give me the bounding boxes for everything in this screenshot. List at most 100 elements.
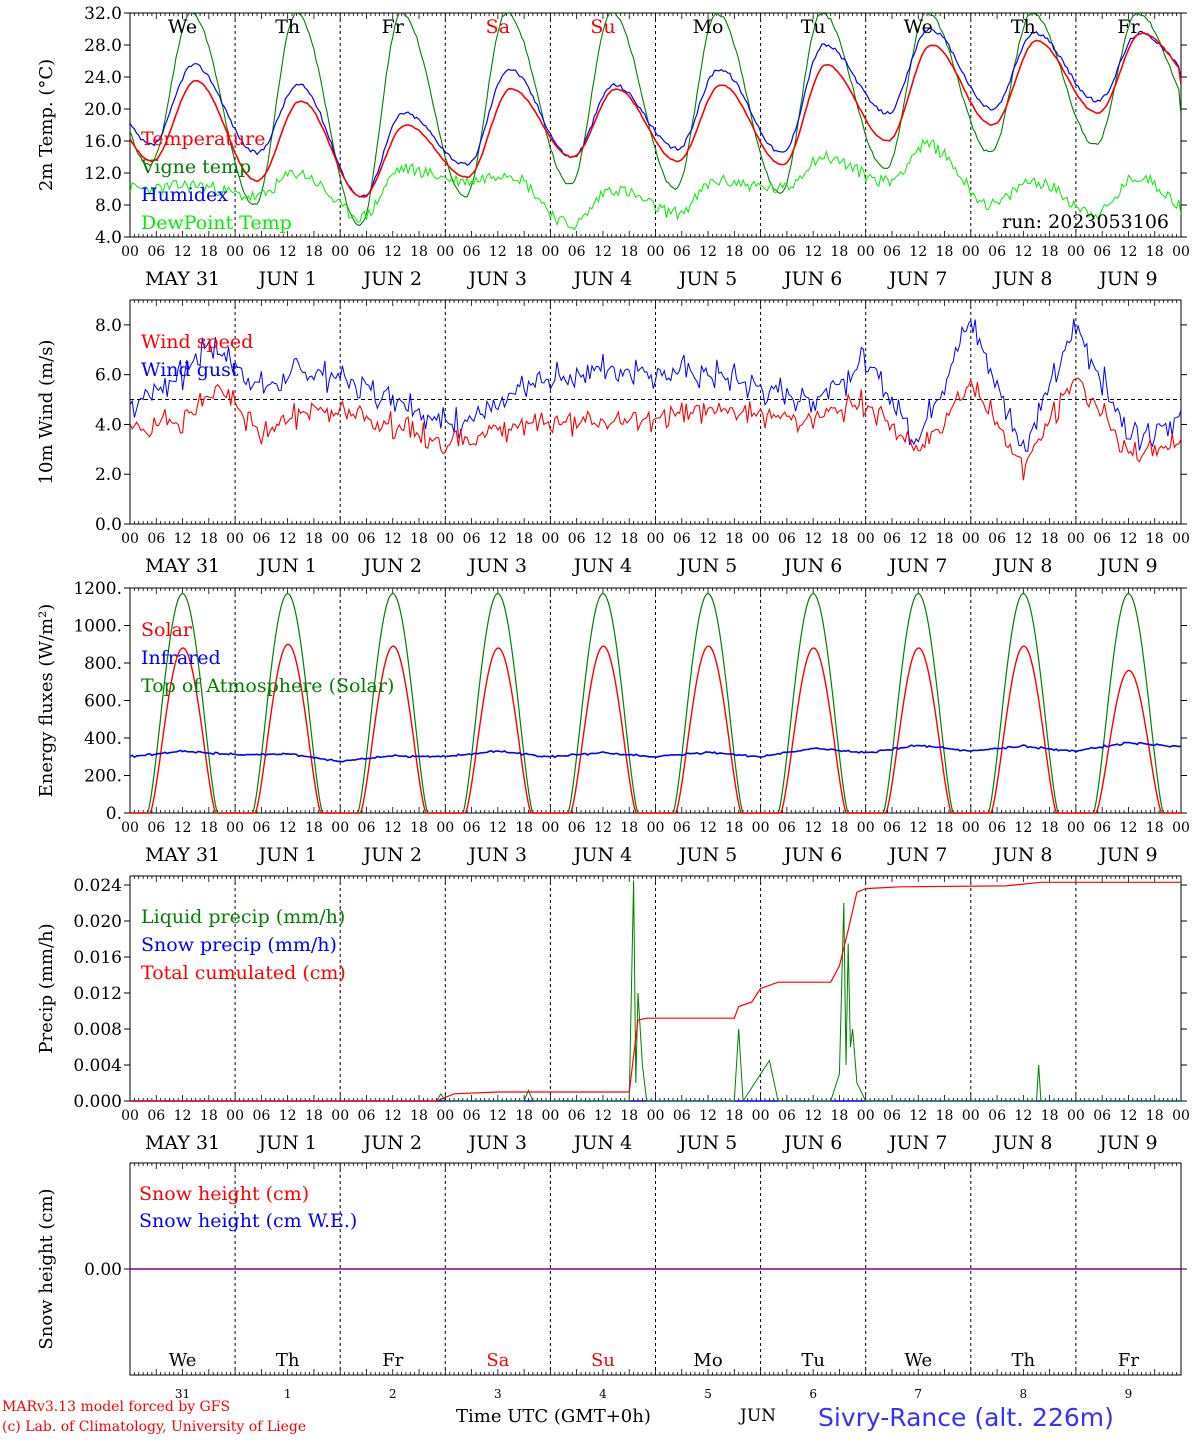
- x-hour-label: 00: [121, 1108, 139, 1124]
- x-hour-label: 18: [1041, 531, 1059, 547]
- y-tick-label: 0.012: [73, 984, 122, 1004]
- x-hour-label: 18: [831, 1108, 849, 1124]
- y-tick-label: 24.0: [84, 68, 122, 88]
- x-date-label: JUN 7: [887, 268, 947, 290]
- x-hour-label: 00: [436, 820, 454, 836]
- x-hour-label: 06: [883, 531, 901, 547]
- day-name-label: Th: [1011, 16, 1036, 38]
- bottom-day-name: Tu: [801, 1350, 825, 1371]
- x-hour-label: 12: [909, 1108, 927, 1124]
- x-hour-label: 18: [1146, 820, 1164, 836]
- bottom-day-number: 9: [1125, 1387, 1133, 1401]
- x-hour-label: 12: [489, 820, 507, 836]
- x-hour-label: 00: [962, 244, 980, 260]
- panel-snow: 0.00 Snow height (cm) Snow height (cm) Snow…: [36, 1162, 1187, 1401]
- x-date-label: JUN 3: [467, 1132, 527, 1154]
- x-hour-label: 06: [673, 820, 691, 836]
- x-hour-label: 00: [962, 1108, 980, 1124]
- x-hour-label: 18: [620, 531, 638, 547]
- x-hour-label: 00: [436, 531, 454, 547]
- x-hour-label: 00: [962, 820, 980, 836]
- x-hour-label: 18: [200, 1108, 218, 1124]
- x-date-label: JUN 5: [677, 1132, 737, 1154]
- x-hour-label: 00: [331, 1108, 349, 1124]
- x-hour-label: 12: [1014, 1108, 1032, 1124]
- x-hour-label: 18: [410, 531, 428, 547]
- bottom-day-name: Su: [591, 1350, 615, 1371]
- y-tick-label: 1200.: [73, 579, 122, 599]
- legend-entry: Temperature: [141, 128, 265, 150]
- x-hour-label: 00: [541, 820, 559, 836]
- y-tick-label: 16.0: [84, 132, 122, 152]
- x-hour-label: 18: [725, 531, 743, 547]
- x-hour-label: 12: [384, 531, 402, 547]
- x-hour-label: 00: [752, 1108, 770, 1124]
- x-hour-label: 12: [174, 531, 192, 547]
- x-hour-label: 00: [752, 244, 770, 260]
- x-hour-label: 18: [515, 531, 533, 547]
- x-hour-label: 00: [436, 244, 454, 260]
- x-hour-label: 06: [1093, 820, 1111, 836]
- x-hour-label: 00: [1172, 531, 1190, 547]
- y-tick-label: 28.0: [84, 36, 122, 56]
- x-hour-label: 06: [988, 531, 1006, 547]
- y-tick-label: 4.0: [95, 228, 122, 248]
- x-date-label: JUN 2: [362, 1132, 422, 1154]
- x-hour-label: 12: [174, 244, 192, 260]
- x-hour-label: 18: [1041, 244, 1059, 260]
- y-tick-label: 8.0: [95, 196, 122, 216]
- bottom-day-number: 5: [704, 1387, 712, 1401]
- legend-entry: Humidex: [141, 184, 228, 206]
- panel-wind: 0.0 2.0 4.0 6.0 8.0 10m Wind (m/s) 00 06 12 18 00 0…: [36, 299, 1190, 577]
- x-date-label: MAY 31: [145, 268, 220, 290]
- x-hour-label: 06: [252, 1108, 270, 1124]
- x-hour-label: 18: [410, 820, 428, 836]
- x-hour-label: 06: [568, 244, 586, 260]
- x-hour-label: 00: [1067, 244, 1085, 260]
- x-hour-label: 12: [1120, 1108, 1138, 1124]
- x-date-label: JUN 5: [677, 268, 737, 290]
- x-hour-label: 12: [1120, 820, 1138, 836]
- y-tick-label: 0.008: [73, 1020, 122, 1040]
- x-hour-label: 12: [1014, 244, 1032, 260]
- x-date-label: JUN 9: [1097, 1132, 1157, 1154]
- x-hour-label: 06: [358, 1108, 376, 1124]
- x-hour-label: 18: [305, 820, 323, 836]
- x-hour-label: 00: [752, 531, 770, 547]
- y-tick-label: 2.0: [95, 465, 122, 485]
- day-name-label: Mo: [693, 16, 724, 38]
- credit-line-1: MARv3.13 model forced by GFS: [2, 1399, 231, 1415]
- x-hour-label: 18: [305, 531, 323, 547]
- x-date-label: JUN 4: [572, 1132, 632, 1154]
- x-hour-label: 18: [831, 820, 849, 836]
- bottom-day-number: 31: [175, 1387, 190, 1401]
- x-hour-label: 18: [620, 244, 638, 260]
- x-hour-label: 18: [200, 820, 218, 836]
- legend-entry: Snow height (cm): [139, 1183, 309, 1205]
- x-hour-label: 18: [725, 1108, 743, 1124]
- y-tick-label: 200.: [84, 767, 122, 787]
- y-tick-label: 0.016: [73, 948, 122, 968]
- x-hour-label: 06: [358, 531, 376, 547]
- x-hour-label: 12: [174, 1108, 192, 1124]
- x-hour-label: 12: [1120, 244, 1138, 260]
- y-tick-label: 0.00: [84, 1260, 122, 1280]
- x-date-label: MAY 31: [145, 844, 220, 866]
- y-tick-label: 0.004: [73, 1056, 122, 1076]
- x-hour-label: 18: [410, 1108, 428, 1124]
- x-hour-label: 06: [673, 1108, 691, 1124]
- x-hour-label: 18: [620, 1108, 638, 1124]
- x-hour-label: 00: [857, 244, 875, 260]
- x-hour-label: 12: [279, 531, 297, 547]
- x-hour-label: 06: [463, 820, 481, 836]
- x-hour-label: 06: [147, 820, 165, 836]
- series-line-wind-speed: [129, 377, 1182, 481]
- x-hour-label: 18: [410, 244, 428, 260]
- x-hour-label: 18: [1146, 531, 1164, 547]
- x-hour-label: 12: [699, 244, 717, 260]
- x-date-label: JUN 6: [782, 555, 842, 577]
- x-date-label: JUN 1: [256, 1132, 316, 1154]
- legend-entry: DewPoint Temp: [141, 212, 292, 234]
- x-hour-label: 18: [305, 244, 323, 260]
- x-hour-label: 18: [1041, 1108, 1059, 1124]
